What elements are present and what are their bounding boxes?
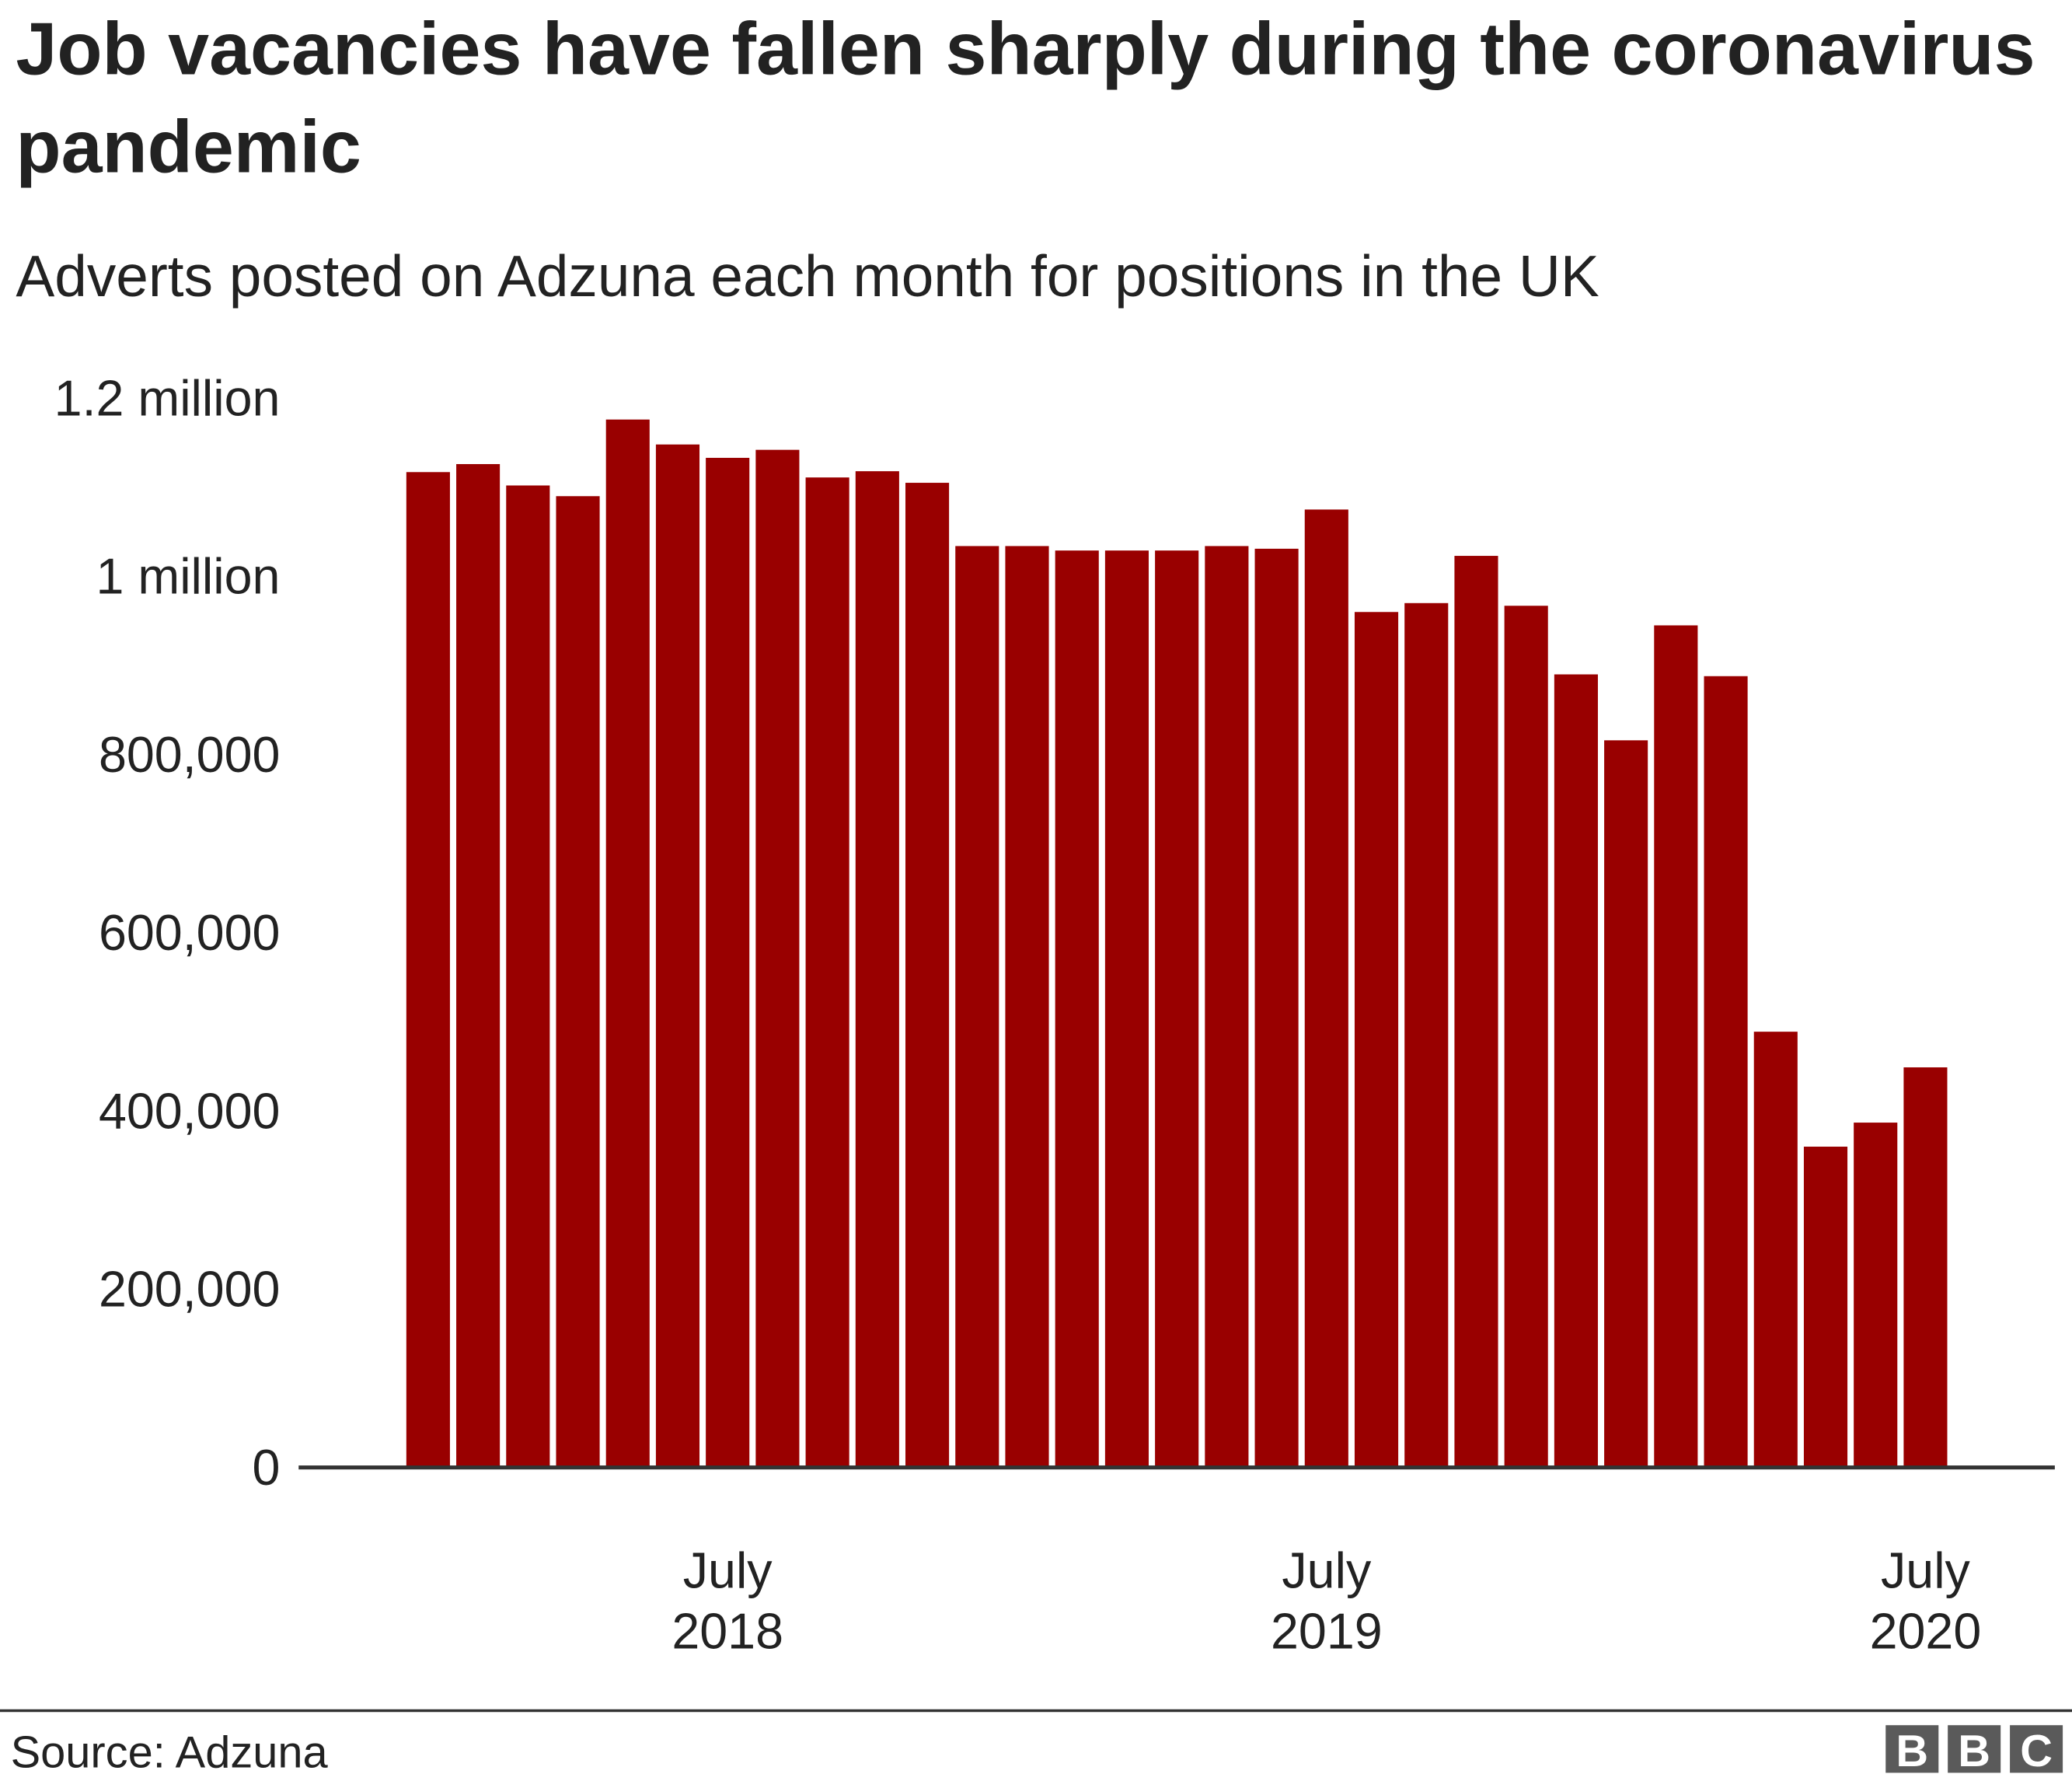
bar [1404,602,1449,1468]
y-tick-label: 400,000 [99,1083,281,1139]
source: Source: Adzuna [11,1728,329,1778]
bar [655,444,700,1468]
bar [1903,1067,1948,1468]
x-tick-label-box: July 2020 [1869,1544,1982,1661]
title-box: Job vacancies have fallen sharply during… [16,6,2035,188]
bar [456,463,501,1468]
bar [1753,1032,1798,1468]
bar [1654,625,1698,1468]
y-tick-label: 200,000 [99,1262,281,1318]
logo-box [1948,1725,2001,1773]
x-tick-label: July 2020 [1869,1544,1982,1661]
logo-letter: C [2020,1727,2053,1776]
x-tick-label: July 2019 [1270,1544,1383,1661]
bar [1803,1147,1848,1468]
x-tick-label: July 2018 [671,1544,784,1661]
bar [406,472,450,1468]
bar [506,485,550,1468]
bar [1155,550,1199,1468]
bar [1604,740,1648,1468]
bar [556,496,600,1468]
bar [1554,674,1598,1468]
bar [905,483,950,1468]
bar [1304,509,1348,1468]
y-tick-label: 600,000 [99,905,281,961]
bar [755,449,800,1468]
bar [1055,550,1099,1468]
y-tick-label: 0 [253,1440,281,1496]
chart-title: Job vacancies have fallen sharply during… [16,6,2035,188]
y-tick-label: 800,000 [99,727,281,783]
bar [1354,612,1399,1468]
bar [805,477,849,1468]
logo-letter: B [1896,1727,1928,1776]
chart-subtitle: Adverts posted on Adzuna each month for … [16,243,1599,309]
bar [955,546,999,1468]
y-tick-label: 1.2 million [54,370,281,426]
x-tick-label-box: July 2019 [1270,1544,1383,1661]
logo-box [2010,1725,2063,1773]
bar [706,457,750,1468]
y-tick-label: 1 million [96,549,281,605]
bar [855,471,899,1468]
bar [1005,546,1049,1468]
x-tick-label-box: July 2018 [671,1544,784,1661]
bar [1104,550,1149,1468]
bar [605,419,650,1468]
bar [1205,546,1249,1468]
logo-letter: B [1958,1727,1990,1776]
bar [1454,556,1498,1468]
logo-box [1885,1725,1939,1773]
bar [1254,548,1299,1468]
bar [1854,1123,1898,1468]
bar [1704,676,1748,1468]
bar [1504,606,1548,1468]
